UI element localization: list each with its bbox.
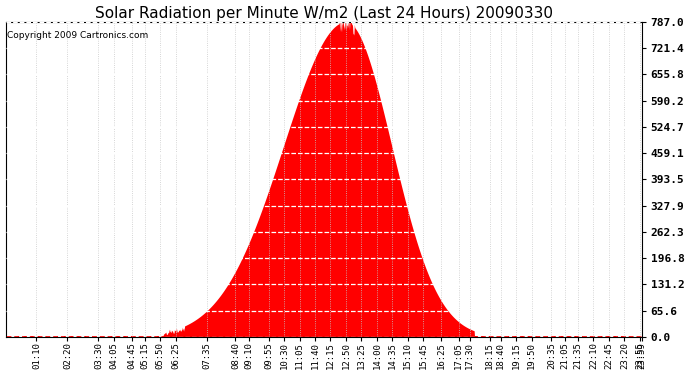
Title: Solar Radiation per Minute W/m2 (Last 24 Hours) 20090330: Solar Radiation per Minute W/m2 (Last 24…	[95, 6, 553, 21]
Text: Copyright 2009 Cartronics.com: Copyright 2009 Cartronics.com	[7, 31, 148, 40]
